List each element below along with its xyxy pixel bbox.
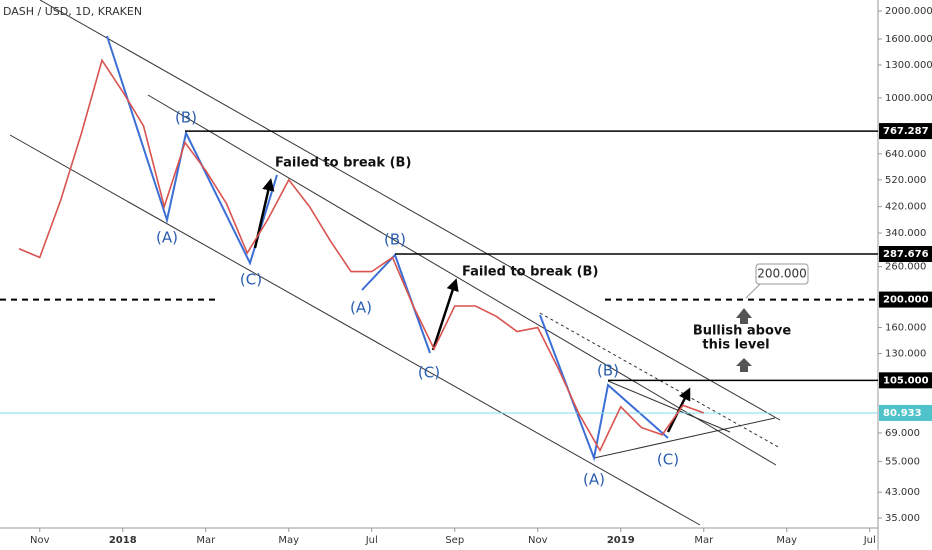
wave-label: (C) xyxy=(657,451,679,469)
y-tick-label: 130.000 xyxy=(885,349,926,360)
x-tick-label: Nov xyxy=(528,535,548,546)
y-tick-label: 520.000 xyxy=(885,175,926,186)
level-label-box xyxy=(879,404,932,421)
symbol-title: DASH / USD, 1D, KRAKEN xyxy=(3,5,142,18)
wave-label: (A) xyxy=(350,299,372,317)
y-tick-label: 43.000 xyxy=(885,487,920,498)
x-tick-label: May xyxy=(278,535,299,546)
x-tick-label: Mar xyxy=(196,535,216,546)
y-tick-label: 55.000 xyxy=(885,456,920,467)
y-tick-label: 1300.000 xyxy=(885,60,932,71)
level-label: 200.000 xyxy=(883,295,929,306)
callout-box xyxy=(755,263,809,285)
wave-label: (A) xyxy=(156,229,178,247)
wave-label: (B) xyxy=(384,231,406,249)
channels xyxy=(9,0,781,526)
annotation: Failed to break (B) xyxy=(462,265,598,280)
annotation: Bullish above xyxy=(693,324,792,339)
y-tick-label: 2000.000 xyxy=(885,6,932,17)
x-tick-label: Jul xyxy=(863,535,876,546)
level-label-box xyxy=(879,291,932,308)
wave-label: (B) xyxy=(597,362,619,380)
level-label-box xyxy=(879,123,932,140)
y-tick-label: 420.000 xyxy=(885,202,926,213)
level-label: 105.000 xyxy=(883,375,929,386)
wave-label: (A) xyxy=(583,471,605,489)
callout-pointer xyxy=(745,283,761,299)
wave-label: (B) xyxy=(175,109,197,127)
level-label: 80.933 xyxy=(883,408,922,419)
level-label-box xyxy=(879,372,932,389)
y-tick-label: 1600.000 xyxy=(885,34,932,45)
level-label-box xyxy=(879,246,932,263)
y-tick-label: 640.000 xyxy=(885,149,926,160)
x-tick-label: Sep xyxy=(445,535,464,546)
y-tick-label: 69.000 xyxy=(885,428,920,439)
annotation: this level xyxy=(702,338,769,353)
callout-text: 200.000 xyxy=(757,267,807,281)
level-label: 287.676 xyxy=(883,249,929,260)
x-tick-label: Mar xyxy=(694,535,714,546)
y-tick-label: 340.000 xyxy=(885,228,926,239)
y-tick-label: 160.000 xyxy=(885,323,926,334)
wave-label: (C) xyxy=(240,271,262,289)
x-tick-label: Jul xyxy=(365,535,378,546)
annotation: Failed to break (B) xyxy=(275,156,411,171)
wave-label: (C) xyxy=(418,364,440,382)
x-tick-label: Nov xyxy=(30,535,50,546)
x-tick-label: 2019 xyxy=(607,535,635,546)
y-tick-label: 35.000 xyxy=(885,513,920,524)
y-tick-label: 260.000 xyxy=(885,262,926,273)
price-line xyxy=(18,58,705,453)
y-tick-label: 1000.000 xyxy=(885,93,932,104)
x-tick-label: 2018 xyxy=(109,535,137,546)
level-label: 767.287 xyxy=(883,126,929,137)
x-tick-label: May xyxy=(776,535,797,546)
